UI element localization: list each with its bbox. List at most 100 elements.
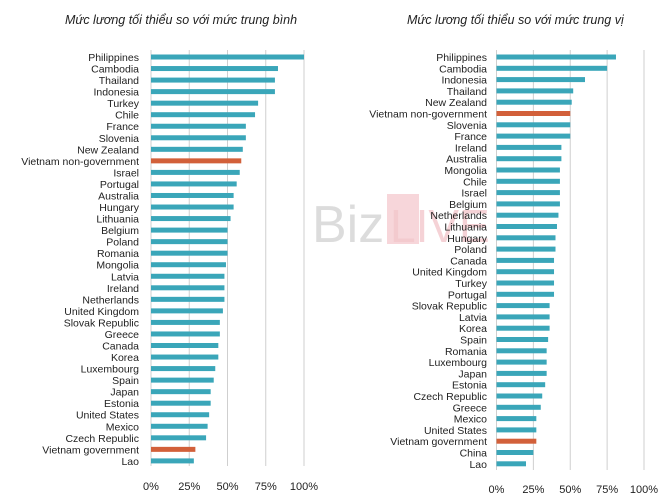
- category-label: Czech Republic: [413, 391, 487, 403]
- watermark-text-live: LIVE: [390, 200, 490, 252]
- category-label: Slovenia: [447, 120, 487, 132]
- bar: [496, 201, 560, 207]
- bar: [496, 393, 543, 399]
- category-label: Lao: [121, 456, 139, 468]
- bar: [151, 412, 210, 418]
- bar: [151, 146, 243, 152]
- category-label: Australia: [98, 190, 139, 202]
- bar: [151, 308, 223, 314]
- category-label: Lithuania: [96, 214, 139, 226]
- bar: [496, 54, 616, 60]
- bar: [151, 343, 219, 348]
- category-label: Slovak Republic: [412, 301, 487, 313]
- category-label: France: [454, 131, 487, 143]
- category-label: Latvia: [111, 271, 139, 283]
- category-label: Chile: [115, 110, 139, 122]
- bar: [496, 404, 541, 410]
- bar: [151, 423, 208, 429]
- category-label: Indonesia: [441, 75, 487, 87]
- category-label: United Kingdom: [412, 267, 487, 279]
- category-label: Slovenia: [99, 133, 139, 145]
- bar: [496, 416, 537, 422]
- bar: [496, 269, 555, 275]
- bar: [496, 88, 574, 94]
- bar: [496, 156, 562, 162]
- category-label: Lao: [469, 459, 487, 471]
- category-label: Portugal: [100, 179, 139, 191]
- bar: [496, 257, 555, 263]
- bar: [151, 158, 242, 164]
- bar: [151, 192, 234, 198]
- bar: [496, 461, 526, 467]
- category-label: Canada: [450, 255, 487, 267]
- bar: [496, 99, 572, 105]
- bar: [151, 285, 225, 291]
- category-label: Thailand: [447, 86, 487, 98]
- category-label: Israel: [461, 188, 487, 200]
- bar: [496, 359, 547, 365]
- bar: [151, 296, 225, 302]
- bar: [496, 280, 555, 286]
- category-label: Spain: [460, 335, 487, 347]
- category-label: Estonia: [452, 380, 487, 392]
- bar: [496, 111, 571, 116]
- x-tick-label: 75%: [596, 484, 618, 496]
- chart-title: Mức lương tối thiểu so với mức trung bìn…: [65, 13, 297, 27]
- category-label: Cambodia: [91, 64, 139, 76]
- bar: [496, 370, 547, 376]
- bar: [496, 325, 550, 331]
- category-label: Netherlands: [82, 294, 139, 306]
- category-label: Portugal: [448, 289, 487, 301]
- category-label: Vietnam government: [42, 444, 139, 456]
- bar: [496, 348, 547, 354]
- category-label: Slovak Republic: [64, 317, 139, 329]
- chart-title: Mức lương tối thiểu so với mức trung vị: [407, 13, 625, 27]
- category-label: Mongolia: [96, 260, 139, 272]
- bar: [151, 123, 246, 129]
- svg-text:Biz: Biz: [312, 196, 384, 254]
- x-tick-label: 100%: [290, 481, 318, 493]
- bar: [496, 382, 546, 388]
- category-label: Spain: [112, 375, 139, 387]
- x-tick-label: 0%: [143, 481, 159, 493]
- category-label: Estonia: [104, 398, 139, 410]
- bar: [496, 167, 560, 173]
- category-label: Ireland: [107, 283, 139, 295]
- bar: [151, 458, 194, 464]
- bar: [496, 133, 571, 139]
- category-label: Luxembourg: [81, 364, 140, 376]
- bar: [151, 446, 196, 452]
- bar: [496, 246, 556, 252]
- category-label: Hungary: [99, 202, 139, 214]
- bar: [496, 235, 556, 241]
- category-label: Greece: [105, 329, 140, 341]
- category-label: Romania: [97, 248, 139, 260]
- category-label: France: [106, 121, 139, 133]
- category-label: Japan: [110, 387, 139, 399]
- category-label: Turkey: [455, 278, 487, 290]
- category-label: Mexico: [106, 421, 139, 433]
- bar: [151, 66, 278, 72]
- bar: [496, 190, 560, 196]
- bar: [496, 122, 571, 128]
- category-label: Mongolia: [444, 165, 487, 177]
- category-label: Vietnam non-government: [21, 156, 139, 168]
- bar: [496, 337, 549, 342]
- category-label: China: [460, 448, 488, 460]
- bar: [496, 438, 537, 444]
- bar: [151, 169, 240, 175]
- category-label: Netherlands: [430, 210, 487, 222]
- bar: [151, 366, 216, 372]
- bar: [151, 377, 214, 383]
- watermark: Biz: [312, 194, 419, 254]
- category-label: Latvia: [459, 312, 487, 324]
- x-tick-label: 25%: [522, 484, 544, 496]
- bar: [151, 435, 207, 441]
- category-label: Poland: [454, 244, 487, 256]
- category-label: Vietnam non-government: [369, 109, 487, 121]
- category-label: Chile: [463, 176, 487, 188]
- category-label: United States: [76, 410, 139, 422]
- bar: [151, 181, 237, 187]
- category-label: Israel: [113, 167, 139, 179]
